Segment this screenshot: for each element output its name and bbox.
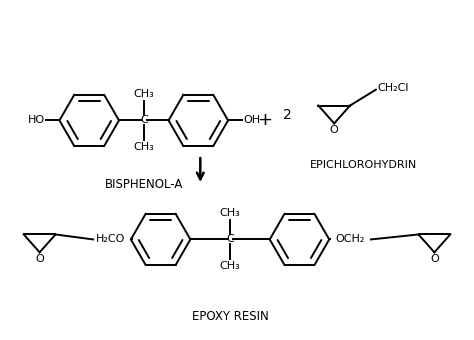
Text: CH₂Cl: CH₂Cl [378,83,410,93]
Text: EPOXY RESIN: EPOXY RESIN [191,310,268,323]
Text: O: O [430,254,439,264]
Text: HO: HO [27,115,45,125]
Text: CH₃: CH₃ [219,208,240,218]
Text: C: C [226,234,234,244]
Text: OCH₂: OCH₂ [335,234,365,244]
Text: CH₃: CH₃ [133,89,154,99]
Text: 2: 2 [283,108,292,122]
Text: +: + [257,112,272,130]
Text: CH₃: CH₃ [219,261,240,271]
Text: O: O [35,254,44,264]
Text: BISPHENOL-A: BISPHENOL-A [105,178,183,191]
Text: OH: OH [243,115,260,125]
Text: CH₃: CH₃ [133,142,154,152]
Text: EPICHLOROHYDRIN: EPICHLOROHYDRIN [310,160,418,170]
Text: H₂CO: H₂CO [96,234,125,244]
Text: C: C [140,115,147,125]
Text: O: O [330,125,338,135]
